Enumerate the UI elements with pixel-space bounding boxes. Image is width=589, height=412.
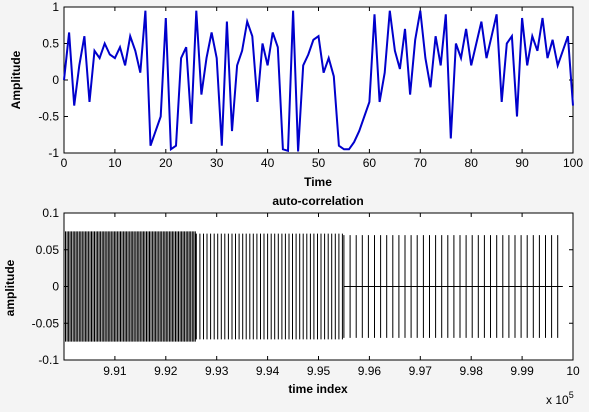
- bottom-y-tick-label: 0.05: [36, 243, 60, 257]
- top-x-tick-label: 100: [563, 156, 583, 170]
- top-y-tick-label: -0.5: [38, 110, 59, 124]
- bottom-y-tick-label: 0.1: [42, 206, 59, 220]
- bottom-x-label: time index: [288, 382, 348, 396]
- top-x-tick-label: 20: [159, 156, 173, 170]
- bottom-x-tick-label: 9.99: [510, 364, 534, 378]
- bottom-x-tick-label: 10: [566, 364, 580, 378]
- bottom-x-tick-label: 9.98: [460, 364, 484, 378]
- bottom-x-tick-label: 9.95: [307, 364, 331, 378]
- top-x-ticks: 0 10 20 30 40 50 60 70 80 90 100: [61, 7, 583, 170]
- top-axes: 0 10 20 30 40 50 60 70 80 90 100 -1-0.500.51 Time …: [9, 0, 583, 189]
- top-y-tick-label: 0: [52, 73, 59, 87]
- x-scale-multiplier: x 105: [546, 390, 574, 407]
- bottom-axes: auto-correlation 9.91 9.92 9.93 9.94 9.95 9.9…: [3, 194, 580, 407]
- top-series: [63, 10, 574, 153]
- top-x-tick-label: 80: [465, 156, 479, 170]
- top-y-tick-label: -1: [48, 146, 59, 160]
- bottom-y-ticks: -0.1 -0.05 0 0.05 0.1: [32, 206, 573, 367]
- bottom-x-tick-label: 9.97: [409, 364, 433, 378]
- bottom-y-tick-label: -0.1: [38, 353, 59, 367]
- top-series-line: [63, 10, 574, 153]
- top-x-tick-label: 40: [261, 156, 275, 170]
- top-y-ticks: -1 -0.5 0 0.5 1: [38, 0, 573, 160]
- top-y-tick-label: 1: [52, 0, 59, 14]
- bottom-x-tick-label: 9.91: [103, 364, 127, 378]
- bottom-x-tick-label: 9.94: [256, 364, 280, 378]
- bottom-y-tick-label: -0.05: [32, 316, 60, 330]
- top-y-label: Amplitude: [9, 50, 23, 109]
- bottom-x-tick-label: 9.92: [154, 364, 178, 378]
- bottom-x-tick-label: 9.93: [205, 364, 229, 378]
- top-x-tick-label: 10: [108, 156, 122, 170]
- x-scale-base: x 10: [546, 393, 569, 407]
- top-y-tick-label: 0.5: [42, 37, 59, 51]
- top-x-tick-label: 0: [61, 156, 68, 170]
- bottom-y-tick-label: 0: [52, 280, 59, 294]
- top-x-tick-label: 60: [363, 156, 377, 170]
- bottom-y-label: amplitude: [3, 259, 17, 316]
- top-x-tick-label: 90: [515, 156, 529, 170]
- top-x-tick-label: 50: [312, 156, 326, 170]
- top-x-tick-label: 30: [210, 156, 224, 170]
- bottom-title: auto-correlation: [272, 194, 363, 208]
- top-x-label: Time: [304, 175, 332, 189]
- x-scale-exponent: 5: [569, 390, 574, 400]
- bottom-x-tick-label: 9.96: [358, 364, 382, 378]
- top-x-tick-label: 70: [414, 156, 428, 170]
- bottom-x-ticks: 9.91 9.92 9.93 9.94 9.95 9.96 9.97 9.98 9.99 10: [103, 213, 580, 378]
